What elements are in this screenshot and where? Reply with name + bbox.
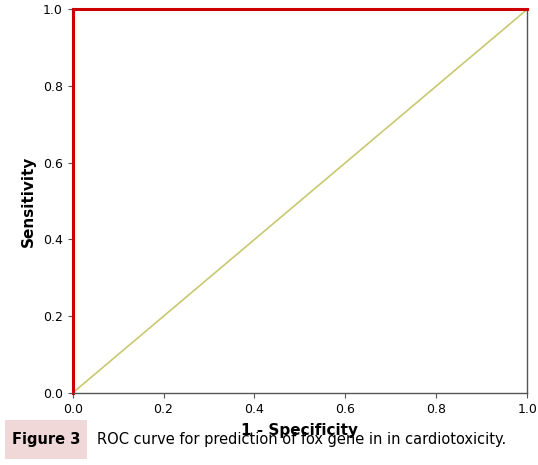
Y-axis label: Sensitivity: Sensitivity: [21, 155, 36, 247]
Text: Figure 3: Figure 3: [12, 432, 80, 447]
Bar: [5, 420, 87, 459]
X-axis label: 1 - Specificity: 1 - Specificity: [242, 423, 358, 438]
Text: ROC curve for prediction of fox gene in in cardiotoxicity.: ROC curve for prediction of fox gene in …: [97, 432, 506, 447]
